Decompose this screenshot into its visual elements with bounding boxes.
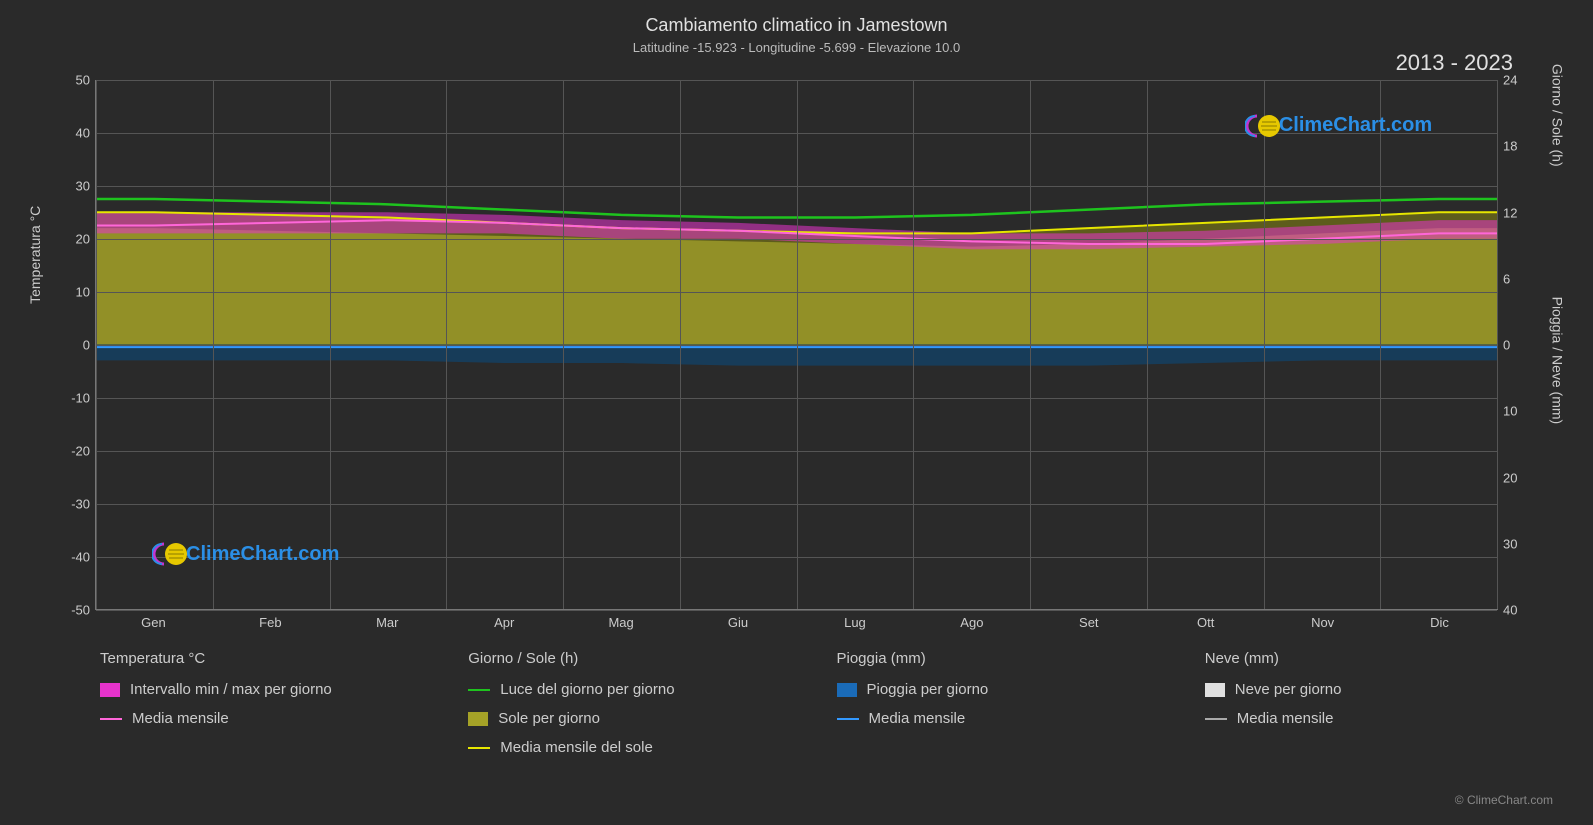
legend-label: Pioggia per giorno: [867, 681, 989, 698]
y-axis-right-bottom-label: Pioggia / Neve (mm): [1550, 297, 1566, 425]
x-tick-month: Set: [1079, 615, 1099, 630]
legend-label: Media mensile: [132, 710, 229, 727]
legend-item: Neve per giorno: [1205, 681, 1533, 698]
y-tick-left: -50: [65, 603, 90, 618]
legend-swatch: [100, 683, 120, 697]
climate-chart: Cambiamento climatico in Jamestown Latit…: [20, 10, 1573, 815]
legend-label: Sole per giorno: [498, 710, 600, 727]
watermark-logo: ClimeChart.com: [152, 540, 339, 568]
y-tick-left: 30: [65, 179, 90, 194]
plot-area: ClimeChart.com ClimeChart.com: [95, 80, 1498, 610]
legend-item: Media mensile: [100, 710, 428, 727]
legend-line-icon: [468, 747, 490, 749]
copyright: © ClimeChart.com: [1455, 793, 1553, 807]
y-tick-left: 10: [65, 285, 90, 300]
x-tick-month: Feb: [259, 615, 281, 630]
legend-line-icon: [837, 718, 859, 720]
legend-group: Pioggia (mm) Pioggia per giorno Media mens…: [837, 650, 1165, 768]
legend-label: Media mensile del sole: [500, 739, 653, 756]
chart-legend: Temperatura °C Intervallo min / max per g…: [100, 650, 1533, 768]
y-tick-left: 0: [65, 338, 90, 353]
y-tick-left: -20: [65, 444, 90, 459]
y-tick-right: 40: [1503, 603, 1528, 618]
legend-header: Neve (mm): [1205, 650, 1533, 667]
y-tick-left: -10: [65, 391, 90, 406]
watermark-logo: ClimeChart.com: [1245, 112, 1432, 140]
y-tick-right: 20: [1503, 470, 1528, 485]
legend-item: Media mensile: [837, 710, 1165, 727]
legend-swatch: [468, 712, 488, 726]
legend-swatch: [837, 683, 857, 697]
x-tick-month: Mar: [376, 615, 398, 630]
legend-item: Media mensile del sole: [468, 739, 796, 756]
legend-label: Media mensile: [869, 710, 966, 727]
legend-group: Temperatura °C Intervallo min / max per g…: [100, 650, 428, 768]
legend-header: Temperatura °C: [100, 650, 428, 667]
legend-item: Intervallo min / max per giorno: [100, 681, 428, 698]
legend-item: Luce del giorno per giorno: [468, 681, 796, 698]
legend-header: Giorno / Sole (h): [468, 650, 796, 667]
x-tick-month: Mag: [608, 615, 633, 630]
y-axis-left-label: Temperatura °C: [27, 206, 43, 304]
y-tick-right: 0: [1503, 338, 1528, 353]
legend-label: Luce del giorno per giorno: [500, 681, 674, 698]
legend-line-icon: [468, 689, 490, 691]
year-range: 2013 - 2023: [1396, 50, 1513, 76]
y-tick-right: 18: [1503, 139, 1528, 154]
y-tick-left: 20: [65, 232, 90, 247]
legend-line-icon: [100, 718, 122, 720]
chart-subtitle: Latitudine -15.923 - Longitudine -5.699 …: [20, 40, 1573, 55]
legend-line-icon: [1205, 718, 1227, 720]
legend-group: Neve (mm) Neve per giorno Media mensile: [1205, 650, 1533, 768]
x-tick-month: Giu: [728, 615, 748, 630]
y-tick-right: 6: [1503, 271, 1528, 286]
y-tick-right: 24: [1503, 73, 1528, 88]
x-tick-month: Ago: [960, 615, 983, 630]
y-tick-right: 12: [1503, 205, 1528, 220]
x-tick-month: Gen: [141, 615, 166, 630]
legend-item: Pioggia per giorno: [837, 681, 1165, 698]
legend-label: Neve per giorno: [1235, 681, 1342, 698]
y-axis-right-top-label: Giorno / Sole (h): [1550, 64, 1566, 167]
legend-group: Giorno / Sole (h) Luce del giorno per gio…: [468, 650, 796, 768]
chart-title: Cambiamento climatico in Jamestown: [20, 15, 1573, 36]
legend-item: Media mensile: [1205, 710, 1533, 727]
y-tick-left: 40: [65, 126, 90, 141]
x-tick-month: Apr: [494, 615, 514, 630]
x-tick-month: Lug: [844, 615, 866, 630]
y-tick-right: 10: [1503, 404, 1528, 419]
y-tick-left: -40: [65, 550, 90, 565]
legend-header: Pioggia (mm): [837, 650, 1165, 667]
legend-label: Media mensile: [1237, 710, 1334, 727]
y-tick-left: 50: [65, 73, 90, 88]
legend-label: Intervallo min / max per giorno: [130, 681, 332, 698]
legend-swatch: [1205, 683, 1225, 697]
x-tick-month: Dic: [1430, 615, 1449, 630]
legend-item: Sole per giorno: [468, 710, 796, 727]
y-tick-left: -30: [65, 497, 90, 512]
y-tick-right: 30: [1503, 536, 1528, 551]
x-tick-month: Ott: [1197, 615, 1214, 630]
x-tick-month: Nov: [1311, 615, 1334, 630]
